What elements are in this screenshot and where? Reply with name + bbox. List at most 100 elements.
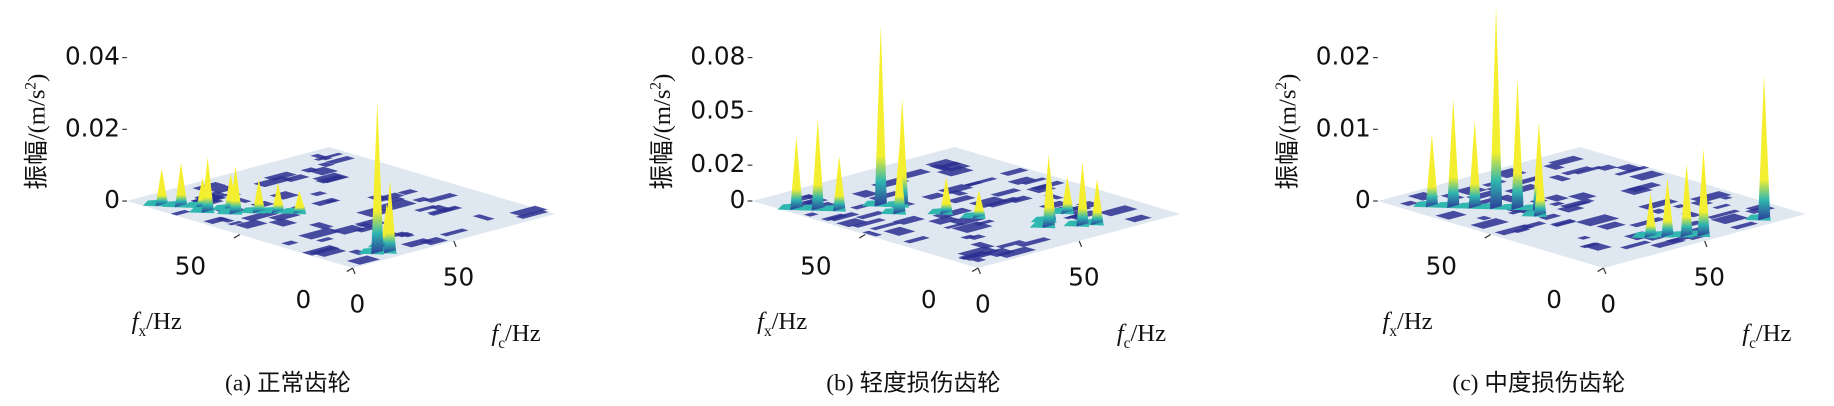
surface-patch: [309, 191, 328, 197]
surface-patch: [960, 234, 977, 240]
surface-patch: [928, 215, 960, 225]
y-tick-label: 0: [1600, 290, 1616, 319]
label-superscript: 2: [1273, 82, 1290, 90]
surface-patch: [903, 236, 930, 244]
surface-patch: [472, 214, 495, 221]
surface-patch: [300, 167, 320, 173]
z-tick-label: 0.05: [690, 95, 745, 124]
spike: [1680, 163, 1693, 238]
caption: (c) 中度损伤齿轮: [1452, 369, 1625, 396]
spike: [1447, 98, 1460, 208]
surface-patch: [1626, 182, 1662, 193]
label-subscript: c: [498, 335, 505, 352]
y-axis-label: fc/Hz: [1742, 320, 1791, 352]
z-tick-label: 0.02: [65, 113, 120, 142]
surface-patch: [990, 188, 1022, 197]
x-tick: [346, 267, 353, 273]
surface-patch: [921, 192, 948, 200]
surface-patch: [298, 227, 342, 240]
surface-patch: [268, 218, 298, 227]
surface-patch: [995, 246, 1037, 258]
surface-patch: [855, 211, 886, 220]
spike: [229, 166, 242, 215]
z-tick-label: 0: [1355, 185, 1371, 214]
surface-patch: [1124, 214, 1152, 223]
spike: [972, 190, 985, 219]
spike: [271, 182, 284, 214]
surface-patch: [414, 205, 439, 212]
spike: [874, 25, 887, 207]
label-unit: /Hz: [1130, 320, 1166, 347]
surface-patch: [281, 240, 299, 246]
surface-patch: [1706, 209, 1741, 219]
spike: [893, 149, 906, 215]
surface-patch: [1712, 203, 1732, 209]
z-tick-label: 0.01: [1316, 113, 1371, 142]
surface-patch: [1649, 208, 1668, 214]
spike: [201, 157, 214, 213]
surface-patch: [1575, 214, 1620, 227]
label-superscript: 2: [648, 82, 665, 90]
caption: (a) 正常齿轮: [225, 369, 351, 396]
z-axis-label: 振幅/(m/s2): [1273, 74, 1301, 190]
y-axis-label: fc/Hz: [1117, 320, 1166, 352]
label-end: ): [649, 74, 676, 82]
surface-patch: [851, 189, 880, 198]
surface-patch: [268, 211, 301, 221]
spike: [1061, 176, 1074, 214]
y-tick: [1602, 267, 1607, 275]
surface-patch: [1544, 194, 1569, 202]
label-symbol: f: [132, 308, 142, 335]
y-tick-label: 0: [975, 290, 991, 319]
label-text: 振幅/(m/s: [1274, 90, 1302, 190]
spike: [1644, 193, 1657, 238]
surface-patch: [1556, 204, 1585, 213]
surface-patch: [892, 215, 925, 225]
x-tick-label: 50: [1426, 251, 1457, 280]
surface-patch: [1470, 218, 1509, 229]
z-tick-label: 0.04: [65, 42, 120, 71]
y-tick: [453, 240, 457, 248]
surface-patch: [330, 224, 367, 235]
surface-patch: [943, 222, 967, 229]
spike: [790, 136, 803, 210]
surface-patch: [439, 228, 469, 237]
surface-patch: [356, 222, 371, 227]
surface-patch: [983, 247, 1016, 257]
surface-patch: [1020, 177, 1048, 185]
surface-patch: [509, 205, 548, 217]
x-axis-label: fx/Hz: [132, 308, 182, 340]
z-axis-label: 振幅/(m/s2): [648, 74, 676, 190]
surface-patch: [316, 237, 334, 243]
label-symbol: f: [1117, 320, 1127, 347]
surface-patch: [1577, 235, 1591, 240]
surface-patch: [970, 241, 995, 249]
label-text: 振幅/(m/s: [648, 90, 676, 190]
x-tick-label: 0: [1546, 285, 1562, 314]
surface-patch: [1729, 221, 1759, 230]
spike: [1425, 133, 1438, 208]
surface-patch: [1548, 201, 1565, 207]
surface-patch: [1015, 237, 1052, 248]
surface-patch: [412, 197, 431, 203]
spike: [1661, 178, 1674, 238]
surface-patch: [309, 246, 347, 257]
surface-patch: [1567, 192, 1597, 201]
x-axis-label: fx/Hz: [1383, 308, 1433, 340]
surface-patch: [966, 234, 987, 240]
label-subscript: x: [764, 323, 772, 340]
surface-patch: [946, 195, 976, 204]
surface-patch: [963, 177, 998, 187]
surface-patch: [400, 238, 434, 248]
x-tick: [233, 234, 241, 239]
spike: [1468, 120, 1481, 209]
surface-patch: [240, 210, 279, 222]
spike: [293, 190, 306, 214]
surface-patch: [1476, 215, 1492, 221]
spike: [1511, 79, 1524, 210]
surface-patch: [426, 207, 453, 215]
surface-patch: [1098, 205, 1138, 217]
